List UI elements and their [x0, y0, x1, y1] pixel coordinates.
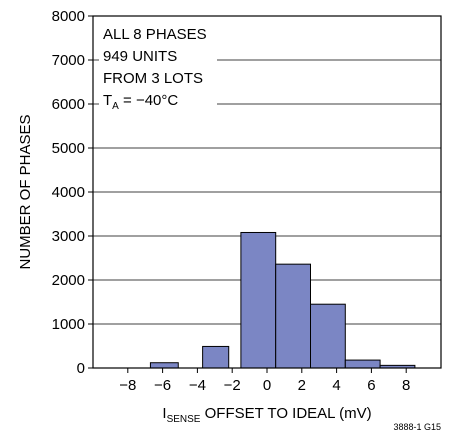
x-tick-label: −8: [119, 377, 136, 394]
histogram-bar: [149, 362, 179, 369]
y-tick-label: 4000: [52, 184, 85, 201]
x-tick-label: 0: [263, 377, 271, 394]
annotation-line-1: ALL 8 PHASES: [103, 26, 207, 43]
annotation-line-4-main: T: [103, 92, 112, 109]
figure-id: 3888-1 G15: [393, 422, 441, 432]
x-tick-label: 4: [332, 377, 340, 394]
x-axis-title-subscript: SENSE: [167, 414, 201, 425]
x-tick-label: 2: [298, 377, 306, 394]
y-tick-label: 3000: [52, 228, 85, 245]
y-tick-label: 5000: [52, 140, 85, 157]
x-axis-title-main: I: [162, 405, 166, 422]
x-tick-label: 8: [402, 377, 410, 394]
x-tick-label: −4: [189, 377, 206, 394]
annotation-line-3: FROM 3 LOTS: [103, 70, 203, 87]
histogram-bar: [275, 263, 312, 369]
y-tick-label: 6000: [52, 96, 85, 113]
x-axis-title-rest: OFFSET TO IDEAL (mV): [200, 405, 371, 422]
y-axis-title: NUMBER OF PHASES: [17, 114, 34, 269]
x-tick-label: −6: [154, 377, 171, 394]
y-tick-label: 8000: [52, 8, 85, 25]
annotation-backdrop: [99, 22, 217, 112]
x-tick-label: −2: [224, 377, 241, 394]
annotation-line-4-subscript: A: [112, 101, 119, 112]
x-axis-title: ISENSE OFFSET TO IDEAL (mV): [162, 405, 371, 425]
y-tick-label: 1000: [52, 316, 85, 333]
histogram-bar: [240, 231, 277, 369]
histogram-bars: [149, 231, 416, 369]
annotation-line-4: TA = −40°C: [103, 92, 178, 112]
y-axis-ticks: 0 1000 2000 3000 4000 5000 6000 7000 8000: [52, 8, 93, 377]
annotation-line-4-rest: = −40°C: [119, 92, 179, 109]
x-tick-label: 6: [367, 377, 375, 394]
annotation-line-2: 949 UNITS: [103, 48, 177, 65]
annotation-box: ALL 8 PHASES 949 UNITS FROM 3 LOTS TA = …: [103, 26, 207, 112]
x-axis-ticks: −8 −6 −4 −2 0 2 4 6 8: [119, 368, 410, 394]
histogram-bar: [310, 303, 346, 369]
y-tick-label: 7000: [52, 52, 85, 69]
y-tick-label: 0: [77, 360, 85, 377]
histogram-bar: [344, 359, 381, 369]
histogram-bar: [202, 345, 230, 369]
y-tick-label: 2000: [52, 272, 85, 289]
